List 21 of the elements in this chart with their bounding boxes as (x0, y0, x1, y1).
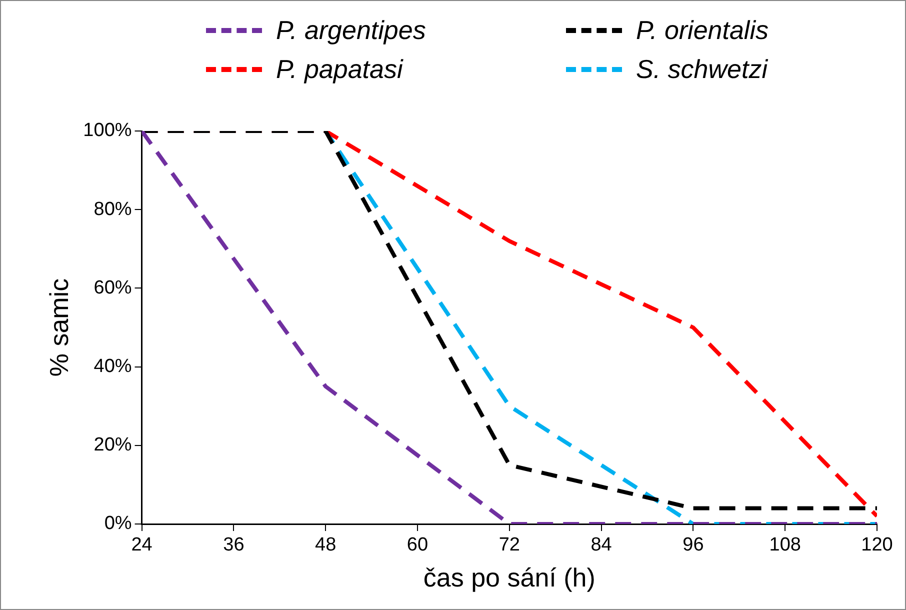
x-tick-label: 84 (590, 534, 612, 556)
y-axis-title: % samic (44, 278, 74, 377)
y-tick-label: 20% (94, 434, 132, 456)
y-tick-label: 60% (94, 277, 132, 298)
y-tick-label: 80% (94, 198, 132, 220)
x-tick-label: 120 (861, 534, 893, 556)
x-tick-label: 72 (498, 534, 520, 556)
x-tick-label: 48 (315, 534, 336, 556)
x-tick-label: 24 (131, 534, 153, 556)
x-axis-title: čas po sání (h) (423, 562, 596, 593)
x-tick-label: 96 (682, 534, 704, 556)
legend-label: P. argentipes (276, 15, 426, 46)
y-tick-label: 0% (104, 513, 132, 534)
legend-label: S. schwetzi (636, 54, 768, 85)
y-tick-label: 100% (83, 120, 132, 142)
x-tick-label: 36 (223, 534, 244, 556)
legend-label: P. papatasi (276, 54, 403, 85)
legend-label: P. orientalis (636, 15, 768, 46)
y-tick-label: 40% (94, 356, 132, 378)
x-tick-label: 60 (406, 534, 428, 556)
x-tick-label: 108 (769, 534, 801, 556)
